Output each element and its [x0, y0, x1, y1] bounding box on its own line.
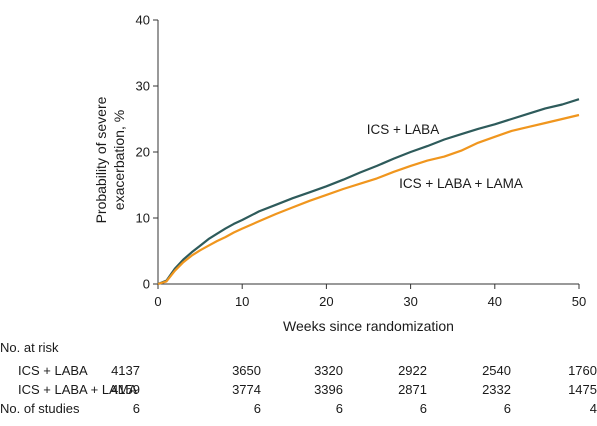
- x-tick-label: 10: [235, 294, 249, 309]
- risk-value: 3396: [314, 382, 343, 397]
- series-label-1: ICS + LABA: [367, 122, 439, 137]
- risk-value: 4159: [111, 382, 140, 397]
- y-tick-label: 40: [136, 13, 150, 28]
- risk-value: 2871: [398, 382, 427, 397]
- risk-value: 6: [336, 401, 343, 416]
- risk-value: 6: [133, 401, 140, 416]
- risk-value: 2922: [398, 363, 427, 378]
- y-tick-label: 0: [143, 277, 150, 292]
- risk-value: 4137: [111, 363, 140, 378]
- y-axis-label-line-1: Probability of severe: [93, 96, 109, 223]
- x-tick-label: 20: [319, 294, 333, 309]
- x-axis-label: Weeks since randomization: [283, 318, 454, 334]
- y-tick-label: 30: [136, 79, 150, 94]
- y-tick-label: 10: [136, 211, 150, 226]
- risk-row-label: No. of studies: [0, 401, 80, 416]
- axes: 0 10 20 30 40 0 10 20 30 40 50 Weeks since randomiz…: [93, 13, 586, 335]
- risk-value: 6: [254, 401, 261, 416]
- risk-value: 3650: [232, 363, 261, 378]
- risk-value: 1760: [568, 363, 597, 378]
- y-axis-label-line-2: exacerbation, %: [111, 110, 127, 210]
- risk-value: 3774: [232, 382, 261, 397]
- x-tick-label: 30: [403, 294, 417, 309]
- series-line-2: [158, 115, 579, 284]
- risk-value: 2332: [482, 382, 511, 397]
- x-tick-label: 50: [572, 294, 586, 309]
- risk-value: 3320: [314, 363, 343, 378]
- risk-value: 1475: [568, 382, 597, 397]
- y-tick-label: 20: [136, 145, 150, 160]
- risk-value: 4: [590, 401, 597, 416]
- risk-value: 6: [420, 401, 427, 416]
- x-tick-label: 0: [154, 294, 161, 309]
- x-tick-label: 40: [488, 294, 502, 309]
- series-label-2: ICS + LABA + LAMA: [399, 176, 523, 191]
- risk-row-label: ICS + LABA: [18, 363, 88, 378]
- risk-table-title: No. at risk: [0, 340, 59, 355]
- risk-value: 6: [504, 401, 511, 416]
- risk-table: No. at risk ICS + LABA 4137 3650 3320 2922 254…: [0, 340, 597, 416]
- risk-value: 2540: [482, 363, 511, 378]
